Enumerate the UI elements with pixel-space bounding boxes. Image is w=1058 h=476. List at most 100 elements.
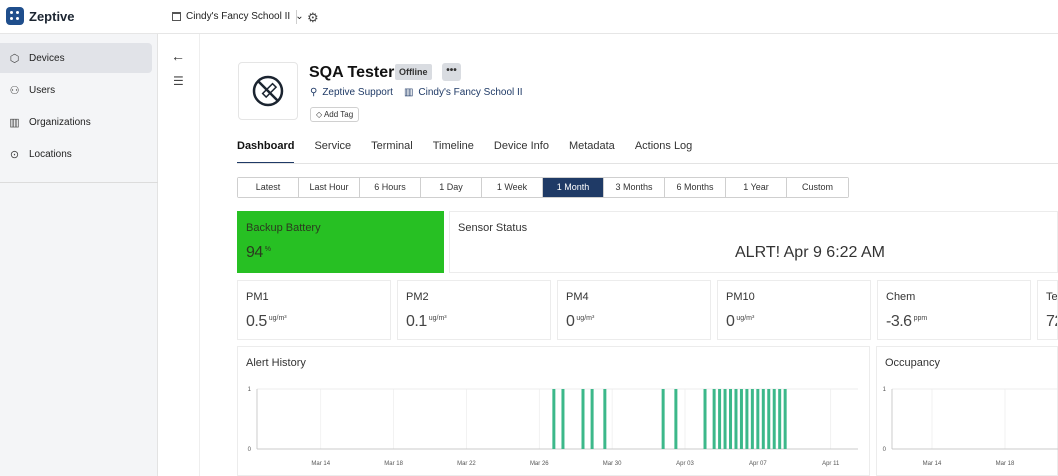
alert-bar <box>729 389 733 449</box>
sidebar-item-label: Locations <box>29 148 72 160</box>
hamburger-menu-icon[interactable]: ☰ <box>173 74 184 88</box>
alert-bar <box>581 389 585 449</box>
range-3-months[interactable]: 3 Months <box>604 178 665 197</box>
range-latest[interactable]: Latest <box>238 178 299 197</box>
range-1-month[interactable]: 1 Month <box>543 178 604 197</box>
building-icon <box>172 12 181 21</box>
school-link[interactable]: Cindy's Fancy School II <box>418 87 523 98</box>
alert-bar <box>734 389 738 449</box>
device-meta: ⚲ Zeptive Support ▥ Cindy's Fancy School… <box>310 87 523 98</box>
tab-timeline[interactable]: Timeline <box>432 140 474 152</box>
sidebar-item-users[interactable]: ⚇ Users <box>0 75 152 105</box>
alert-bar <box>739 389 743 449</box>
x-tick-label: Mar 18 <box>996 461 1015 467</box>
card-label: Ter <box>1046 291 1058 303</box>
add-tag-button[interactable]: ◇ Add Tag <box>310 107 360 122</box>
sidebar-item-devices[interactable]: ⬡ Devices <box>0 43 152 73</box>
range-6-hours[interactable]: 6 Hours <box>360 178 421 197</box>
metric-card-pm4: PM4 0 ug/m³ <box>557 280 711 340</box>
sidebar-item-label: Organizations <box>29 116 91 128</box>
range-1-year[interactable]: 1 Year <box>726 178 787 197</box>
range-1-week[interactable]: 1 Week <box>482 178 543 197</box>
time-range-selector: Latest Last Hour 6 Hours 1 Day 1 Week 1 … <box>237 177 849 198</box>
tab-metadata[interactable]: Metadata <box>568 140 615 152</box>
card-value: 0 ug/m³ <box>566 313 595 330</box>
tab-service[interactable]: Service <box>314 140 352 152</box>
tab-dashboard[interactable]: Dashboard <box>237 140 295 164</box>
alert-bar <box>767 389 771 449</box>
device-avatar <box>238 62 298 120</box>
users-icon: ⚇ <box>9 84 20 97</box>
y-tick-label: 0 <box>883 447 887 453</box>
building-icon: ▥ <box>9 116 20 129</box>
alert-bar <box>750 389 754 449</box>
owner-link[interactable]: Zeptive Support <box>322 87 393 98</box>
user-icon: ⚲ <box>310 87 318 98</box>
x-tick-label: Mar 14 <box>311 461 330 467</box>
sidebar-item-label: Devices <box>29 52 65 64</box>
divider <box>296 10 297 24</box>
tab-device-info[interactable]: Device Info <box>493 140 549 152</box>
tab-terminal[interactable]: Terminal <box>371 140 413 152</box>
alert-bar <box>718 389 722 449</box>
alert-bar <box>772 389 776 449</box>
chevron-down-icon: ⌄ <box>295 11 304 22</box>
school-selector[interactable]: Cindy's Fancy School II ⌄ <box>172 11 304 22</box>
cube-icon: ⬡ <box>9 52 20 65</box>
sidebar-item-label: Users <box>29 84 56 96</box>
alert-bar <box>661 389 665 449</box>
card-label: PM1 <box>246 291 269 303</box>
alert-bar <box>674 389 678 449</box>
card-value: 94% <box>246 244 272 261</box>
alert-bar <box>712 389 716 449</box>
sidebar-item-organizations[interactable]: ▥ Organizations <box>0 107 152 137</box>
sidebar-item-locations[interactable]: ⊙ Locations <box>0 139 152 169</box>
chart-title: Occupancy <box>885 357 941 369</box>
x-tick-label: Mar 18 <box>384 461 403 467</box>
range-6-months[interactable]: 6 Months <box>665 178 726 197</box>
sensor-status-card: Sensor Status ALRT! Apr 9 6:22 AM <box>449 211 1058 273</box>
range-last-hour[interactable]: Last Hour <box>299 178 360 197</box>
card-label: Chem <box>886 291 916 303</box>
card-value: 0.5 ug/m³ <box>246 313 287 330</box>
x-tick-label: Apr 07 <box>749 461 767 467</box>
x-tick-label: Mar 22 <box>457 461 476 467</box>
secondary-toolbar: ← ☰ <box>158 34 200 476</box>
x-tick-label: Mar 14 <box>923 461 942 467</box>
occupancy-chart: 0 1 Mar 14 Mar 18 <box>883 387 1058 467</box>
x-tick-label: Mar 30 <box>603 461 622 467</box>
tabs-divider <box>237 163 1058 164</box>
card-value: -3.6 ppm <box>886 313 928 330</box>
card-label: Sensor Status <box>458 222 528 234</box>
card-label: PM2 <box>406 291 429 303</box>
range-1-day[interactable]: 1 Day <box>421 178 482 197</box>
status-badge: Offline <box>395 64 432 80</box>
alert-bar <box>783 389 787 449</box>
alert-bar <box>745 389 749 449</box>
zeptive-logo[interactable] <box>6 7 24 25</box>
x-tick-label: Apr 11 <box>822 461 840 467</box>
device-tabs: Dashboard Service Terminal Timeline Devi… <box>237 140 692 164</box>
alert-bar <box>590 389 594 449</box>
location-pin-icon: ⊙ <box>9 148 20 161</box>
backup-battery-card: Backup Battery 94% <box>237 211 444 273</box>
x-tick-label: Apr 03 <box>676 461 694 467</box>
alert-bar <box>561 389 565 449</box>
card-label: Backup Battery <box>246 222 321 234</box>
gear-icon[interactable]: ⚙ <box>307 10 319 25</box>
y-tick-label: 1 <box>883 387 887 393</box>
sensor-status-value: ALRT! Apr 9 6:22 AM <box>735 244 886 261</box>
tab-actions-log[interactable]: Actions Log <box>634 140 693 152</box>
alert-bar <box>761 389 765 449</box>
card-value: 72 <box>1046 313 1057 330</box>
alert-bar <box>703 389 707 449</box>
back-arrow-icon[interactable]: ← <box>171 48 185 64</box>
card-value: 0 ug/m³ <box>726 313 755 330</box>
more-actions-button[interactable]: ••• <box>442 63 461 81</box>
range-custom[interactable]: Custom <box>787 178 848 197</box>
sidebar: ⬡ Devices ⚇ Users ▥ Organizations ⊙ Loca… <box>0 34 158 476</box>
alert-bar <box>603 389 607 449</box>
y-tick-label: 0 <box>248 447 252 453</box>
occupancy-card: Occupancy 0 1 Mar 14 Mar 18 <box>876 346 1058 476</box>
metric-card-temperature: Ter 72 <box>1037 280 1058 340</box>
